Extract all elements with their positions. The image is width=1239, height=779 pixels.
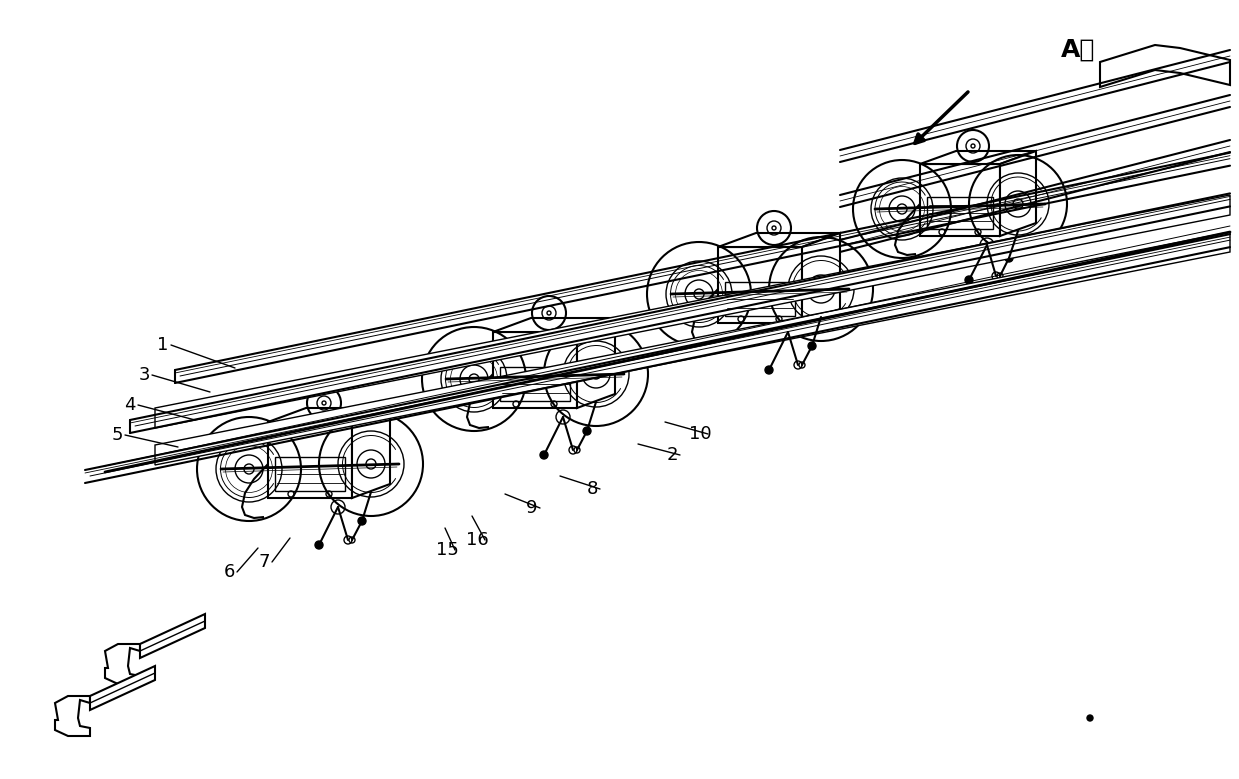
Circle shape — [971, 144, 975, 148]
Circle shape — [694, 289, 704, 299]
Circle shape — [322, 401, 326, 405]
Circle shape — [315, 541, 323, 549]
Circle shape — [897, 204, 907, 214]
Text: 4: 4 — [124, 396, 136, 414]
Circle shape — [1005, 254, 1014, 262]
Circle shape — [244, 464, 254, 474]
Polygon shape — [90, 666, 155, 710]
Polygon shape — [717, 247, 802, 323]
Circle shape — [540, 451, 548, 459]
Circle shape — [591, 369, 601, 379]
Polygon shape — [717, 233, 840, 247]
Circle shape — [772, 226, 776, 230]
Circle shape — [1087, 715, 1093, 721]
Circle shape — [358, 517, 366, 525]
Circle shape — [764, 366, 773, 374]
Text: 10: 10 — [689, 425, 711, 443]
Polygon shape — [725, 282, 795, 316]
Polygon shape — [268, 408, 390, 422]
Text: A向: A向 — [1061, 38, 1095, 62]
Polygon shape — [493, 318, 615, 332]
Circle shape — [470, 374, 479, 384]
Text: 15: 15 — [436, 541, 458, 559]
Text: 9: 9 — [527, 499, 538, 517]
Polygon shape — [275, 457, 344, 491]
Polygon shape — [155, 195, 1230, 428]
Polygon shape — [921, 151, 1036, 164]
Polygon shape — [155, 232, 1230, 465]
Circle shape — [808, 342, 817, 350]
Polygon shape — [921, 164, 1000, 236]
Polygon shape — [927, 197, 992, 229]
Text: 3: 3 — [139, 366, 150, 384]
Polygon shape — [493, 332, 577, 408]
Circle shape — [366, 459, 375, 469]
Polygon shape — [577, 318, 615, 408]
Circle shape — [817, 284, 826, 294]
Circle shape — [546, 311, 551, 315]
Text: 2: 2 — [667, 446, 678, 464]
Polygon shape — [352, 408, 390, 498]
Polygon shape — [268, 422, 352, 498]
Text: 6: 6 — [223, 563, 234, 581]
Polygon shape — [802, 233, 840, 323]
Polygon shape — [1000, 151, 1036, 236]
Text: 7: 7 — [258, 553, 270, 571]
Text: 5: 5 — [112, 426, 123, 444]
Circle shape — [1014, 199, 1023, 209]
Text: 1: 1 — [157, 336, 169, 354]
Circle shape — [965, 276, 973, 284]
Circle shape — [584, 427, 591, 435]
Text: 8: 8 — [586, 480, 597, 498]
Text: 16: 16 — [466, 531, 488, 549]
Polygon shape — [1100, 45, 1230, 87]
Polygon shape — [140, 614, 204, 658]
Polygon shape — [501, 367, 570, 401]
